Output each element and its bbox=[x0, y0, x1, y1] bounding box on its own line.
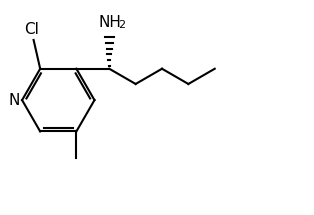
Text: NH: NH bbox=[99, 15, 122, 30]
Text: Cl: Cl bbox=[24, 22, 39, 37]
Text: 2: 2 bbox=[118, 20, 125, 30]
Text: N: N bbox=[9, 93, 20, 108]
